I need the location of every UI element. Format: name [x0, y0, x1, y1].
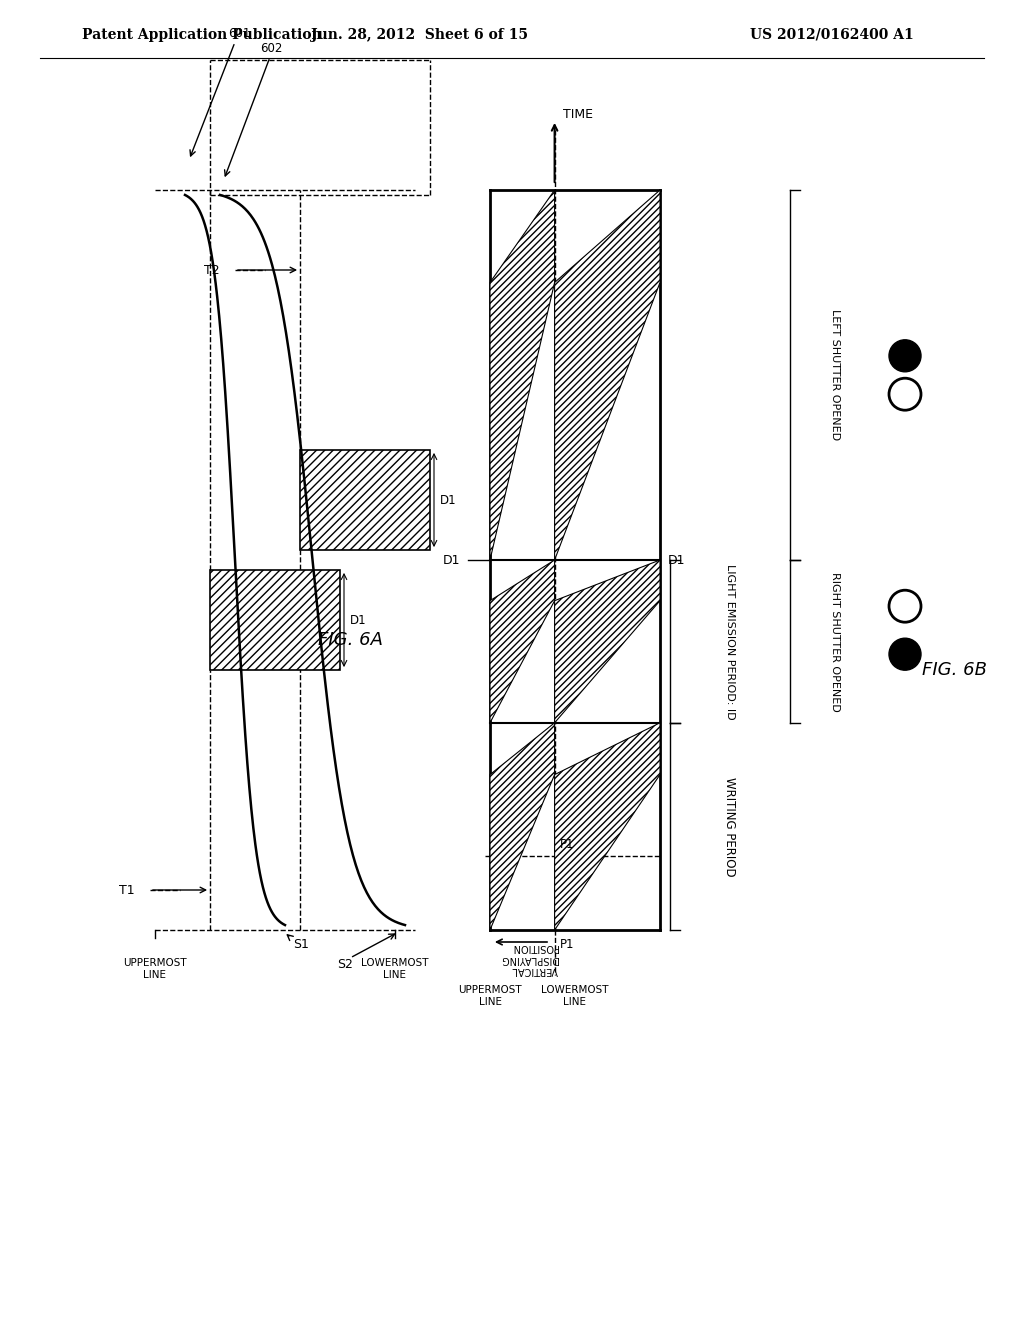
Text: FIG. 6A: FIG. 6A — [317, 631, 383, 649]
Text: P1: P1 — [559, 939, 574, 950]
Text: TIME: TIME — [562, 108, 593, 121]
Text: T1: T1 — [120, 883, 135, 896]
Text: 601: 601 — [228, 26, 251, 40]
Text: LIGHT EMISSION PERIOD: ID: LIGHT EMISSION PERIOD: ID — [725, 564, 735, 719]
Circle shape — [889, 638, 921, 671]
Text: US 2012/0162400 A1: US 2012/0162400 A1 — [750, 28, 913, 42]
Text: LOWERMOST
LINE: LOWERMOST LINE — [541, 985, 608, 1007]
Text: D1: D1 — [440, 494, 457, 507]
Text: Patent Application Publication: Patent Application Publication — [82, 28, 322, 42]
Text: WRITING PERIOD: WRITING PERIOD — [724, 776, 736, 876]
Circle shape — [889, 339, 921, 372]
Text: Jun. 28, 2012  Sheet 6 of 15: Jun. 28, 2012 Sheet 6 of 15 — [311, 28, 528, 42]
Text: FIG. 6B: FIG. 6B — [923, 661, 987, 678]
Text: VERTICAL
DISPLAYING
POSITION: VERTICAL DISPLAYING POSITION — [500, 942, 558, 975]
Text: LEFT SHUTTER OPENED: LEFT SHUTTER OPENED — [830, 309, 840, 441]
Polygon shape — [555, 190, 660, 560]
Bar — [210, 570, 340, 671]
Text: UPPERMOST
LINE: UPPERMOST LINE — [458, 985, 522, 1007]
Text: UPPERMOST
LINE: UPPERMOST LINE — [123, 958, 186, 979]
Polygon shape — [490, 560, 555, 723]
Text: RIGHT SHUTTER OPENED: RIGHT SHUTTER OPENED — [830, 572, 840, 711]
Text: S2: S2 — [337, 958, 353, 972]
Polygon shape — [555, 723, 660, 931]
Polygon shape — [555, 560, 660, 723]
Bar — [300, 450, 430, 550]
Polygon shape — [490, 723, 555, 931]
Text: T2: T2 — [205, 264, 220, 276]
Text: D1: D1 — [442, 553, 460, 566]
Text: P1: P1 — [559, 838, 574, 851]
Text: D1: D1 — [350, 614, 367, 627]
Text: S1: S1 — [293, 939, 309, 950]
Text: LOWERMOST
LINE: LOWERMOST LINE — [361, 958, 429, 979]
Text: D1: D1 — [668, 553, 685, 566]
Polygon shape — [490, 190, 555, 560]
Text: 602: 602 — [260, 42, 283, 55]
